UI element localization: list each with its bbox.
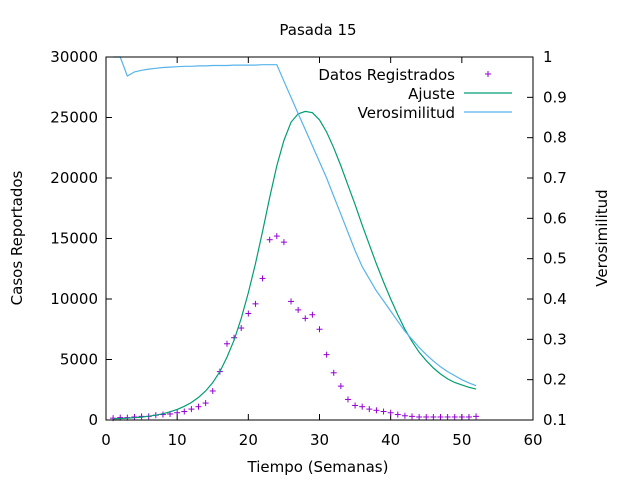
y2-tick-label: 0.6	[543, 209, 567, 227]
data-point	[209, 387, 216, 394]
axis-ticks: 0 10 20 30 40 50 60 0 5000 10000 15000 20000 25000 30…	[50, 48, 567, 449]
data-point	[302, 315, 309, 322]
data-point	[330, 369, 337, 376]
data-point	[451, 413, 458, 420]
series-line-ajuste	[113, 110, 477, 420]
data-point	[280, 239, 287, 246]
data-point	[473, 413, 480, 420]
data-point	[458, 413, 465, 420]
plot-frame	[105, 56, 534, 421]
y2-tick-label: 0.2	[543, 371, 567, 389]
y-tick-label: 15000	[50, 230, 98, 248]
y-tick-label: 25000	[50, 109, 98, 127]
data-point	[195, 403, 202, 410]
data-point	[423, 413, 430, 420]
x-axis-label: Tiempo (Semanas)	[247, 458, 389, 476]
data-point	[394, 411, 401, 418]
x-tick-label: 60	[523, 431, 542, 449]
data-point	[266, 236, 273, 243]
data-point	[288, 298, 295, 305]
data-point	[295, 306, 302, 313]
x-tick-label: 10	[168, 431, 187, 449]
y-tick-label: 20000	[50, 169, 98, 187]
data-point	[223, 340, 230, 347]
y2-tick-label: 0.4	[543, 290, 567, 308]
legend-label-ajuste: Ajuste	[408, 85, 455, 103]
x-tick-label: 50	[452, 431, 471, 449]
data-point	[238, 325, 245, 332]
data-point	[174, 409, 181, 416]
data-point	[430, 413, 437, 420]
data-point	[337, 383, 344, 390]
data-point	[188, 406, 195, 413]
data-point	[444, 413, 451, 420]
y-tick-label: 5000	[60, 351, 98, 369]
data-point	[416, 413, 423, 420]
data-point	[380, 408, 387, 415]
data-point	[373, 407, 380, 414]
x-tick-label: 30	[310, 431, 329, 449]
y2-tick-label: 0.7	[543, 169, 567, 187]
y-tick-label: 30000	[50, 48, 98, 66]
y2-tick-label: 1	[543, 48, 553, 66]
y2-axis-label: Verosimilitud	[593, 189, 611, 286]
y2-tick-label: 0.1	[543, 411, 567, 429]
legend-marker-datos	[485, 71, 491, 77]
y2-tick-label: 0.8	[543, 129, 567, 147]
x-tick-label: 40	[381, 431, 400, 449]
data-point	[245, 310, 252, 317]
y-tick-label: 10000	[50, 290, 98, 308]
data-point	[359, 403, 366, 410]
data-point	[202, 400, 209, 407]
y-axis-label: Casos Reportados	[8, 170, 26, 305]
y-tick-label: 0	[88, 411, 98, 429]
data-point	[273, 233, 280, 240]
data-point	[309, 311, 316, 318]
data-point	[316, 326, 323, 333]
data-point	[409, 413, 416, 420]
data-point	[401, 412, 408, 419]
data-point	[344, 396, 351, 403]
data-point	[259, 275, 266, 282]
data-point	[181, 408, 188, 415]
chart-title: Pasada 15	[279, 21, 356, 39]
data-point	[323, 351, 330, 358]
data-point	[465, 413, 472, 420]
legend-label-verosimilitud: Verosimilitud	[358, 104, 455, 122]
plot-area	[110, 56, 480, 422]
legend-label-datos: Datos Registrados	[318, 66, 455, 84]
series-line-verosimilitud	[113, 56, 477, 387]
data-point	[252, 300, 259, 307]
data-point	[437, 413, 444, 420]
x-tick-label: 20	[239, 431, 258, 449]
data-point	[352, 402, 359, 409]
y2-tick-label: 0.5	[543, 250, 567, 268]
y2-tick-label: 0.9	[543, 88, 567, 106]
x-tick-label: 0	[101, 431, 111, 449]
data-point	[387, 409, 394, 416]
y2-tick-label: 0.3	[543, 330, 567, 348]
legend: Datos Registrados Ajuste Verosimilitud	[318, 66, 512, 122]
data-point	[366, 406, 373, 413]
